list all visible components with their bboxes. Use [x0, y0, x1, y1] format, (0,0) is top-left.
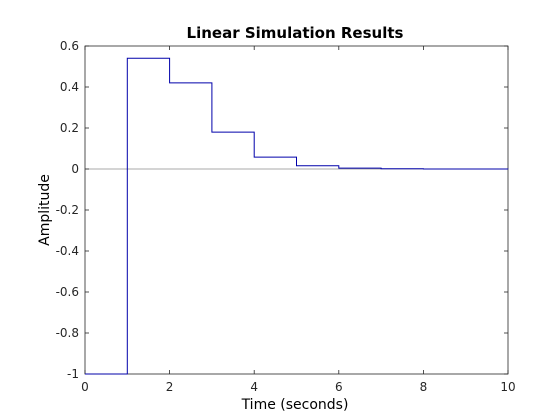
y-tick-label: 0 [71, 162, 79, 176]
x-axis-label: Time (seconds) [241, 397, 349, 413]
y-axis-label: Amplitude [37, 174, 53, 246]
x-tick-label: 8 [420, 380, 428, 394]
y-tick-label: -0.2 [56, 203, 79, 217]
y-tick-label: 0.4 [60, 80, 79, 94]
x-tick-label: 6 [335, 380, 343, 394]
x-tick-label: 0 [81, 380, 89, 394]
plot-area [84, 45, 509, 375]
y-tick-label: -0.8 [56, 326, 79, 340]
x-axis-ticks: 0 2 4 6 8 10 [81, 46, 516, 394]
response-line [85, 57, 509, 375]
y-tick-label: -0.4 [56, 244, 79, 258]
x-tick-label: 10 [500, 380, 515, 394]
y-axis-ticks: -1 -0.8 -0.6 -0.4 -0.2 0 0.2 0.4 0.6 [56, 39, 508, 381]
y-tick-label: -0.6 [56, 285, 79, 299]
x-tick-label: 2 [166, 380, 174, 394]
y-tick-label: -1 [67, 367, 79, 381]
x-tick-label: 4 [250, 380, 258, 394]
chart-title: Linear Simulation Results [187, 24, 404, 42]
y-tick-label: 0.2 [60, 121, 79, 135]
y-tick-label: 0.6 [60, 39, 79, 53]
